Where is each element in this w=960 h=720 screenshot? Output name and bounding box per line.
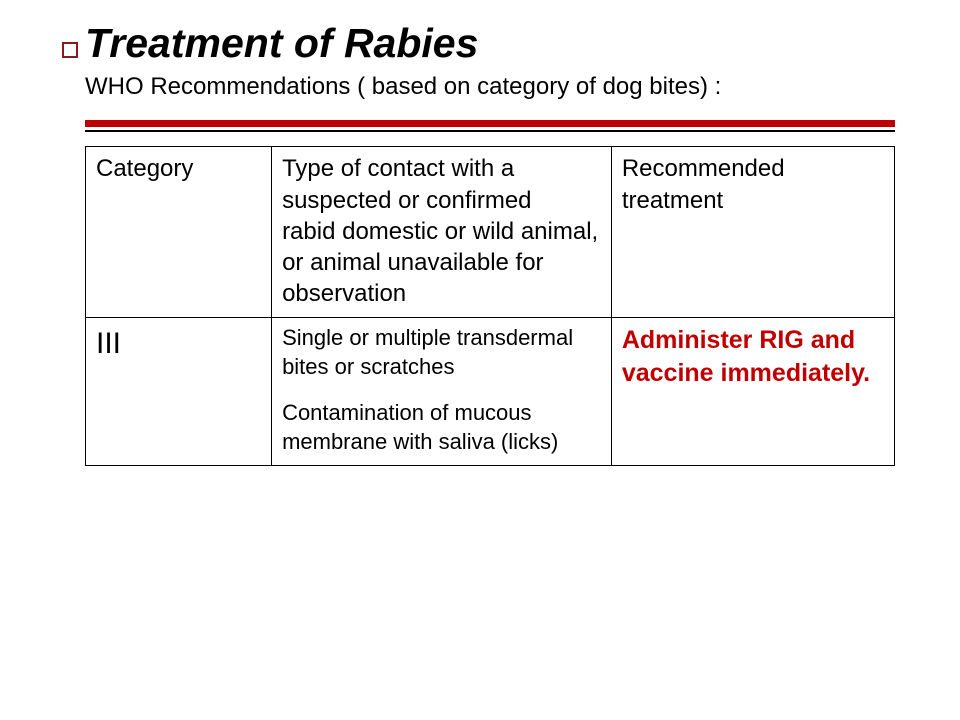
td-contact-p2: Contamination of mucous membrane with sa… xyxy=(282,399,601,456)
rule-thick xyxy=(85,120,895,127)
slide-title: Treatment of Rabies xyxy=(85,20,895,67)
slide-subtitle: WHO Recommendations ( based on category … xyxy=(85,71,895,102)
table-row: III Single or multiple transdermal bites… xyxy=(86,318,895,465)
th-category: Category xyxy=(86,147,272,318)
th-recommended: Recommended treatment xyxy=(611,147,894,318)
th-contact: Type of contact with a suspected or conf… xyxy=(272,147,612,318)
th-contact-text: Type of contact with a suspected or conf… xyxy=(282,155,598,307)
td-recommended: Administer RIG and vaccine immediately. xyxy=(611,318,894,465)
td-contact-p1: Single or multiple transdermal bites or … xyxy=(282,324,601,381)
td-contact: Single or multiple transdermal bites or … xyxy=(272,318,612,465)
bullet-marker xyxy=(62,42,78,58)
treatment-table: Category Type of contact with a suspecte… xyxy=(85,146,895,465)
table-header-row: Category Type of contact with a suspecte… xyxy=(86,147,895,318)
rule-thin xyxy=(85,130,895,132)
td-category: III xyxy=(86,318,272,465)
slide: Treatment of Rabies WHO Recommendations … xyxy=(0,0,960,720)
